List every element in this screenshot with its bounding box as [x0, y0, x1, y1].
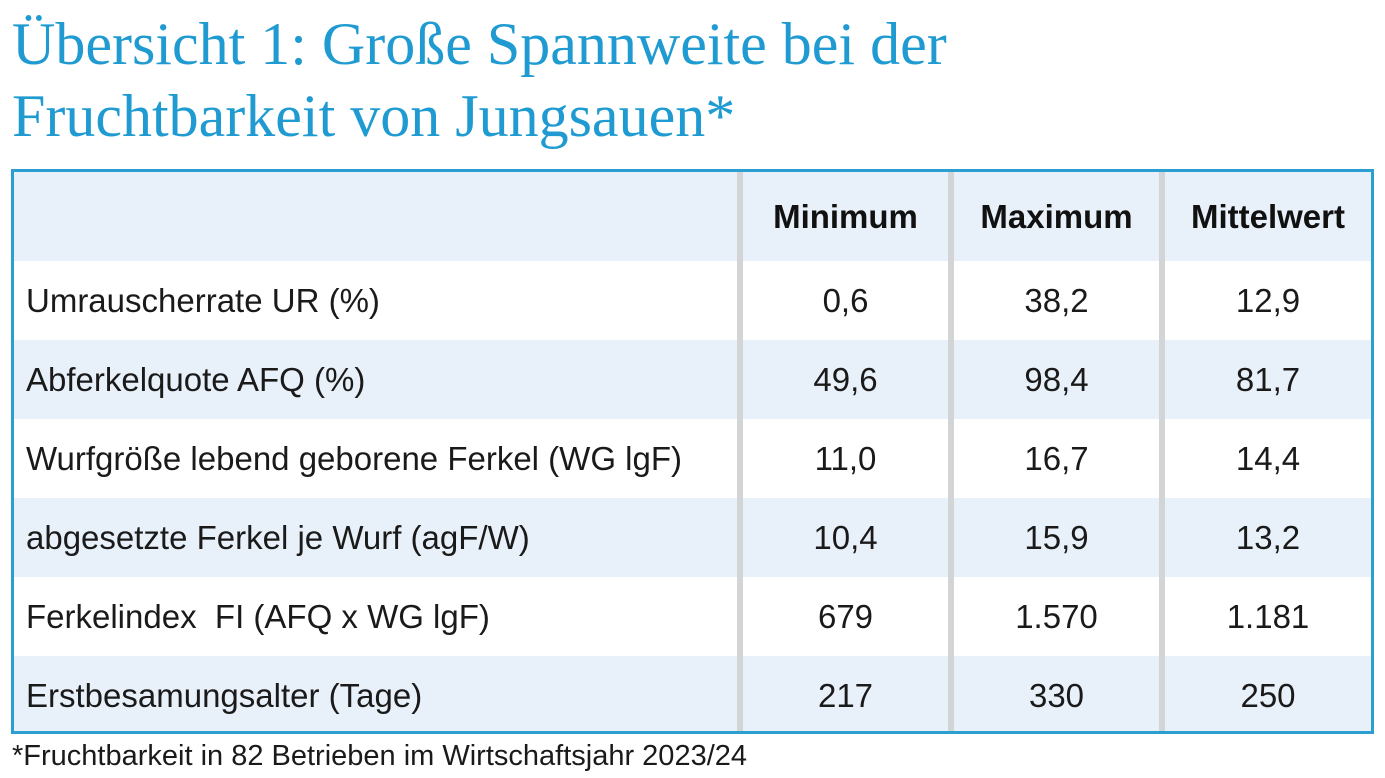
footnote: *Fruchtbarkeit in 82 Betrieben im Wirtsc…	[12, 740, 748, 772]
header-label-column	[14, 172, 740, 261]
header-minimum: Minimum	[737, 172, 951, 261]
cell-maximum: 98,4	[948, 340, 1162, 419]
row-label: abgesetzte Ferkel je Wurf (agF/W)	[26, 518, 530, 556]
row-label: Erstbesamungsalter (Tage)	[26, 676, 423, 714]
row-label: Abferkelquote AFQ (%)	[26, 360, 366, 398]
cell-maximum: 330	[948, 656, 1162, 731]
row-label: Umrauscherrate UR (%)	[26, 281, 380, 319]
fertility-table: Minimum Maximum Mittelwert Umrauscherrat…	[14, 172, 1371, 731]
cell-mittelwert: 14,4	[1159, 419, 1371, 498]
title-line-1: Übersicht 1: Große Spannweite bei der	[12, 11, 947, 77]
page-title: Übersicht 1: Große Spannweite bei der Fr…	[12, 8, 1372, 152]
title-line-2: Fruchtbarkeit von Jungsauen*	[12, 83, 736, 149]
table-row: Ferkelindex FI (AFQ x WG lgF) 679 1.570 …	[14, 577, 1371, 656]
row-label: Wurfgröße lebend geborene Ferkel (WG lgF…	[26, 439, 682, 477]
table-row: Erstbesamungsalter (Tage) 217 330 250	[14, 656, 1371, 731]
table-row: abgesetzte Ferkel je Wurf (agF/W) 10,4 1…	[14, 498, 1371, 577]
table-header-row: Minimum Maximum Mittelwert	[14, 172, 1371, 261]
cell-mittelwert: 1.181	[1159, 577, 1371, 656]
table-row: Abferkelquote AFQ (%) 49,6 98,4 81,7	[14, 340, 1371, 419]
cell-minimum: 679	[737, 577, 951, 656]
cell-minimum: 49,6	[737, 340, 951, 419]
fertility-table-container: Minimum Maximum Mittelwert Umrauscherrat…	[11, 169, 1374, 734]
cell-mittelwert: 250	[1159, 656, 1371, 731]
cell-minimum: 217	[737, 656, 951, 731]
row-label: Ferkelindex FI (AFQ x WG lgF)	[26, 597, 490, 635]
cell-minimum: 11,0	[737, 419, 951, 498]
cell-maximum: 15,9	[948, 498, 1162, 577]
table-row: Umrauscherrate UR (%) 0,6 38,2 12,9	[14, 261, 1371, 340]
cell-maximum: 38,2	[948, 261, 1162, 340]
cell-mittelwert: 12,9	[1159, 261, 1371, 340]
cell-maximum: 1.570	[948, 577, 1162, 656]
cell-minimum: 0,6	[737, 261, 951, 340]
cell-maximum: 16,7	[948, 419, 1162, 498]
header-maximum: Maximum	[948, 172, 1162, 261]
table-row: Wurfgröße lebend geborene Ferkel (WG lgF…	[14, 419, 1371, 498]
header-mittelwert: Mittelwert	[1159, 172, 1371, 261]
cell-mittelwert: 81,7	[1159, 340, 1371, 419]
cell-mittelwert: 13,2	[1159, 498, 1371, 577]
cell-minimum: 10,4	[737, 498, 951, 577]
